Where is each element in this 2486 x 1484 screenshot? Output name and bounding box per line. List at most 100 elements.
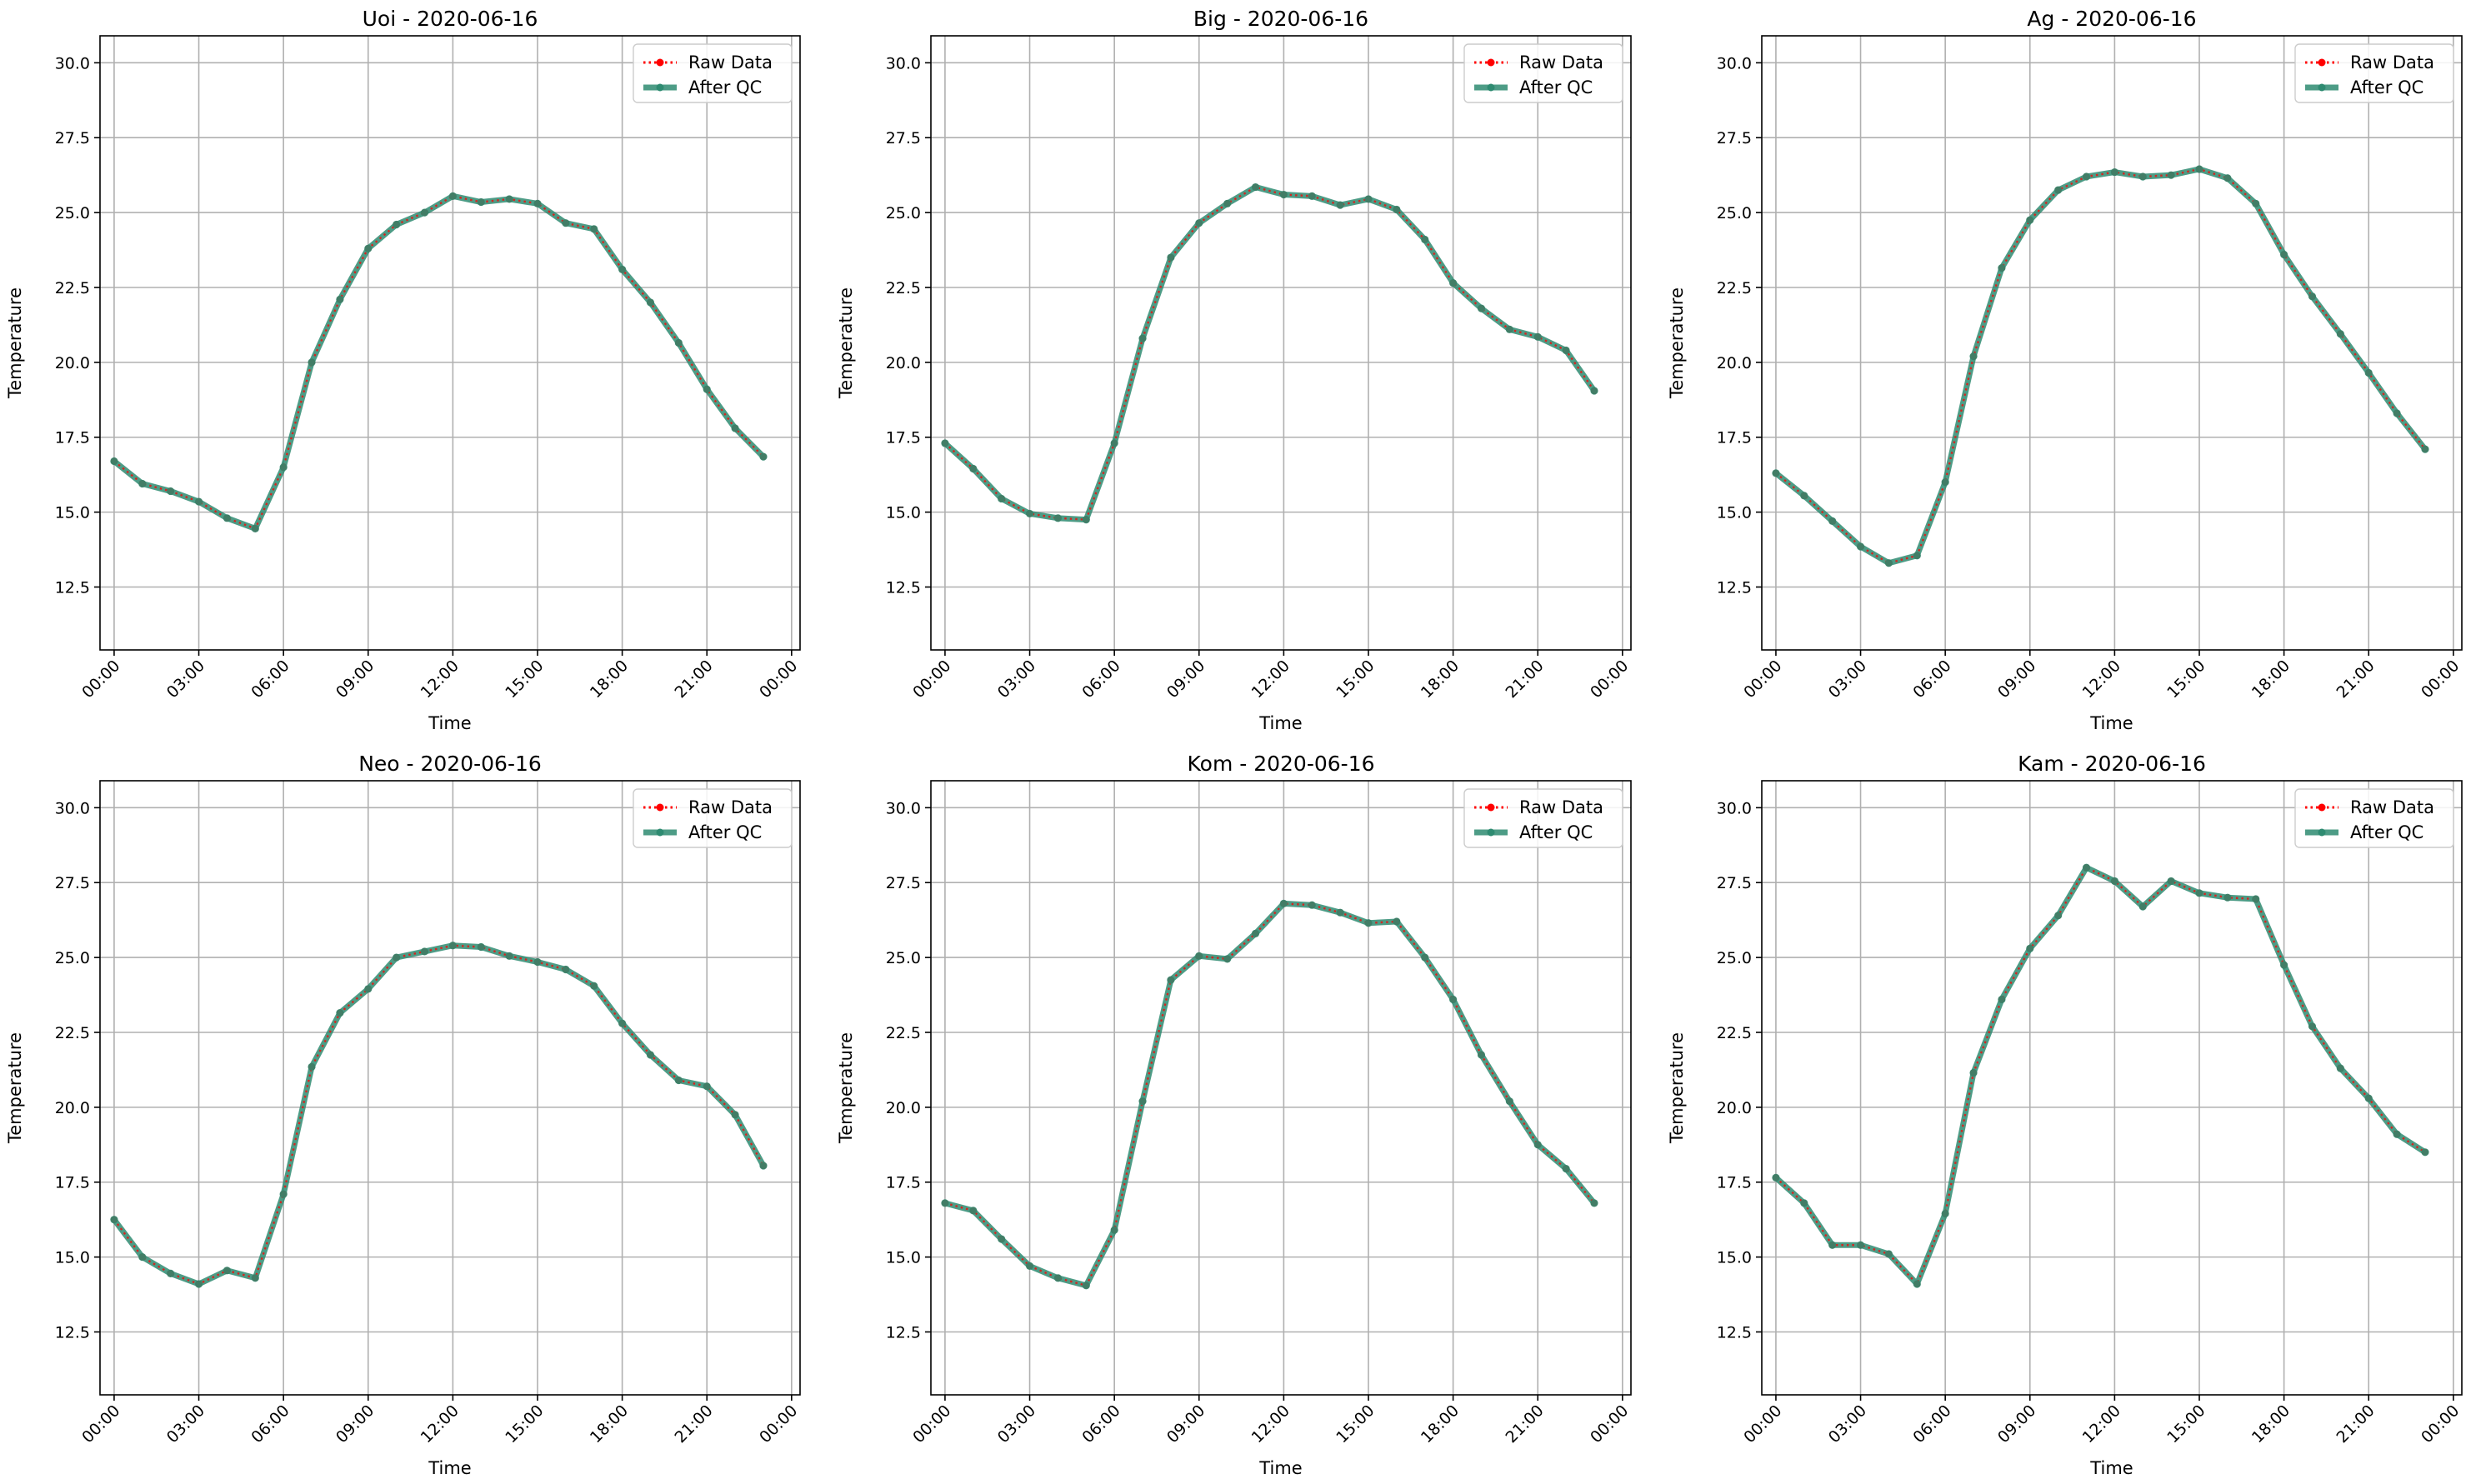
after-qc-point xyxy=(618,1019,627,1027)
chart-title: Kam - 2020-06-16 xyxy=(2018,752,2206,776)
after-qc-point xyxy=(646,1051,655,1059)
after-qc-point xyxy=(533,199,542,207)
x-tick-label: 18:00 xyxy=(1418,1402,1463,1447)
after-qc-point xyxy=(1053,514,1063,522)
legend: Raw Data After QC xyxy=(633,788,793,848)
series-line-after-qc xyxy=(942,900,1598,1289)
x-tick-label: 00:00 xyxy=(756,1402,801,1447)
after-qc-point xyxy=(2167,877,2175,886)
y-tick-label: 20.0 xyxy=(1717,1099,1752,1117)
y-tick-label: 20.0 xyxy=(55,1099,90,1117)
chart-title: Kom - 2020-06-16 xyxy=(1188,752,1375,776)
y-tick-label: 30.0 xyxy=(55,799,90,817)
after-qc-point xyxy=(251,524,259,532)
after-qc-point xyxy=(759,1162,768,1170)
y-tick-label: 15.0 xyxy=(1717,504,1752,522)
axes-frame xyxy=(1761,35,2463,651)
after-qc-point xyxy=(1279,899,1288,907)
after-qc-point xyxy=(1025,509,1034,518)
plot-area xyxy=(100,781,800,1395)
x-tick-label: 00:00 xyxy=(2418,657,2463,702)
legend: Raw Data After QC xyxy=(1463,43,1623,103)
after-qc-point xyxy=(308,358,316,367)
axes-frame xyxy=(1761,780,2463,1396)
after-qc-point xyxy=(1969,352,1978,361)
legend-marker-after-qc xyxy=(656,83,664,92)
x-tick-label: 03:00 xyxy=(163,1402,208,1447)
after-qc-point xyxy=(1969,1068,1978,1077)
x-tick-label: 12:00 xyxy=(418,657,463,702)
x-axis-label: Time xyxy=(2089,1458,2133,1478)
y-tick-label: 22.5 xyxy=(886,1024,921,1042)
after-qc-point xyxy=(969,464,978,473)
after-qc-point xyxy=(1025,1262,1034,1271)
x-tick-label: 06:00 xyxy=(1078,1402,1123,1447)
after-qc-point xyxy=(110,457,118,466)
y-tick-label: 20.0 xyxy=(886,1099,921,1117)
after-qc-point xyxy=(1533,332,1542,341)
legend-marker-raw xyxy=(1487,803,1495,812)
axes-frame xyxy=(99,35,801,651)
y-tick-label: 27.5 xyxy=(1717,874,1752,892)
chart-title: Uoi - 2020-06-16 xyxy=(363,7,538,31)
after-qc-point xyxy=(505,952,513,960)
after-qc-point xyxy=(1167,253,1175,262)
after-qc-point xyxy=(1449,278,1458,287)
y-tick-label: 17.5 xyxy=(886,429,921,447)
after-qc-point xyxy=(2026,944,2034,952)
series-line-raw-data xyxy=(1775,167,2426,565)
y-tick-label: 20.0 xyxy=(886,354,921,372)
after-qc-point xyxy=(1884,559,1893,567)
after-qc-point xyxy=(223,514,232,522)
grid-lines xyxy=(931,36,1631,650)
y-tick-label: 25.0 xyxy=(55,949,90,967)
axes-frame xyxy=(930,780,1632,1396)
after-qc-point xyxy=(2393,409,2401,417)
y-tick-label: 17.5 xyxy=(55,429,90,447)
after-qc-point xyxy=(1505,325,1513,333)
x-tick-label: 15:00 xyxy=(1333,1402,1378,1447)
after-qc-point xyxy=(279,463,288,472)
after-qc-point xyxy=(167,487,175,496)
after-qc-point xyxy=(1772,469,1780,477)
after-qc-point xyxy=(1279,190,1288,199)
after-qc-point xyxy=(279,1190,288,1198)
subplot-3: 12.5 15.0 17.5 20.0 22.5 25.0 27.5 30.0 00:00 03:… xyxy=(1667,7,2463,733)
x-tick-label: 12:00 xyxy=(2079,657,2124,702)
chart-title: Ag - 2020-06-16 xyxy=(2027,7,2196,31)
legend-label-after-qc: After QC xyxy=(688,77,762,97)
x-axis-label: Time xyxy=(428,1458,471,1478)
subplot-2: 12.5 15.0 17.5 20.0 22.5 25.0 27.5 30.0 00:00 03:… xyxy=(836,7,1632,733)
after-qc-point xyxy=(2082,172,2091,181)
series-markers xyxy=(1772,863,2429,1288)
after-qc-point xyxy=(1195,219,1203,227)
y-tick-label: 17.5 xyxy=(886,1174,921,1192)
after-qc-point xyxy=(194,1280,203,1288)
x-tick-label: 03:00 xyxy=(994,1402,1039,1447)
after-qc-point xyxy=(364,985,373,993)
after-qc-point xyxy=(1998,264,2006,272)
after-qc-point xyxy=(1505,1097,1513,1106)
x-tick-label: 06:00 xyxy=(248,1402,293,1447)
after-qc-point xyxy=(1856,542,1865,551)
x-tick-label: 00:00 xyxy=(2418,1402,2463,1447)
legend-marker-after-qc xyxy=(2318,83,2326,92)
y-axis-label: Temperature xyxy=(5,1032,25,1144)
legend-marker-after-qc xyxy=(2318,828,2326,837)
after-qc-point xyxy=(2252,199,2260,207)
after-qc-point xyxy=(1913,1280,1921,1288)
after-qc-point xyxy=(1477,1051,1486,1059)
x-tick-label: 09:00 xyxy=(1994,657,2039,702)
x-axis-label: Time xyxy=(1258,713,1302,733)
after-qc-point xyxy=(1364,919,1373,927)
after-qc-point xyxy=(167,1269,175,1277)
after-qc-point xyxy=(590,225,598,233)
after-qc-point xyxy=(1082,1282,1090,1290)
y-tick-label: 27.5 xyxy=(55,129,90,147)
after-qc-point xyxy=(1941,1209,1949,1218)
x-tick-label: 06:00 xyxy=(1909,1402,1954,1447)
after-qc-point xyxy=(2195,165,2203,173)
after-qc-point xyxy=(998,494,1006,503)
after-qc-point xyxy=(1223,955,1232,963)
after-qc-point xyxy=(2364,368,2373,377)
